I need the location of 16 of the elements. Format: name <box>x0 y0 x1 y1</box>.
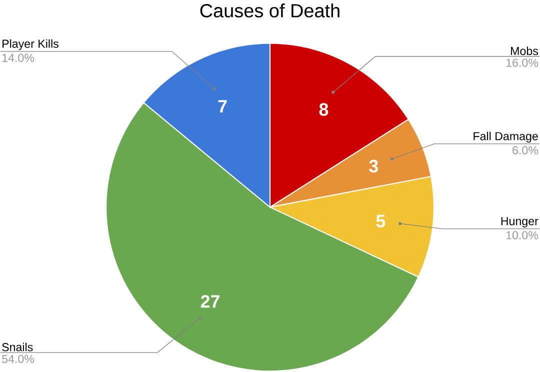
text: 14.0% <box>2 54 34 62</box>
text: 54.0% <box>2 355 34 364</box>
data-label: 8 <box>319 103 328 116</box>
text: 6.0% <box>512 146 538 155</box>
slice-label: Fall Damage <box>474 132 538 143</box>
slice-label: Hunger <box>501 217 538 228</box>
data-label: 27 <box>200 295 220 308</box>
data-label: 7 <box>218 100 227 113</box>
data-label: 5 <box>376 215 386 228</box>
chart-title: Causes of Death <box>200 4 340 18</box>
slice-label: Player Kills <box>2 40 58 50</box>
text: 10.0% <box>506 231 538 240</box>
slice-label: Snails <box>2 342 33 352</box>
data-label: 3 <box>369 160 378 173</box>
slice-label: Mobs <box>511 46 538 56</box>
text: 16.0% <box>506 58 538 68</box>
